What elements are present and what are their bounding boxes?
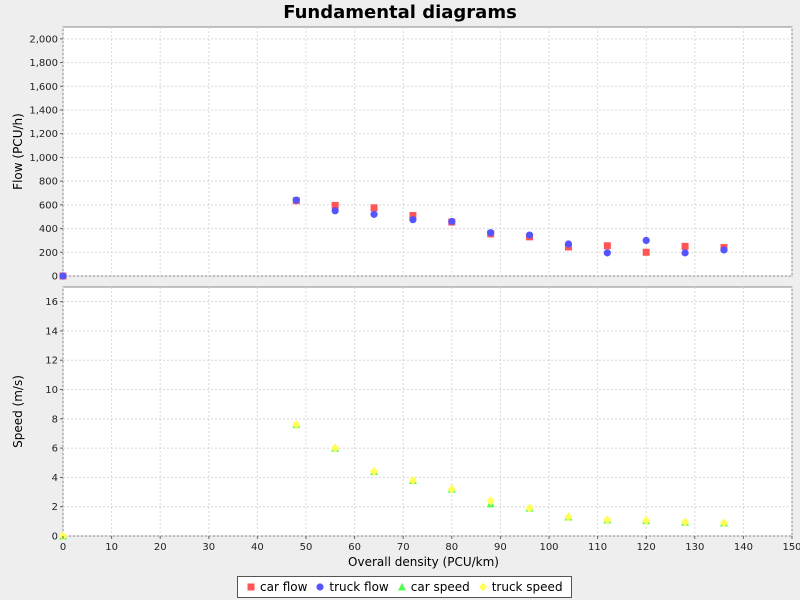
y-axis-label: Flow (PCU/h) xyxy=(11,113,25,190)
data-point xyxy=(681,517,690,527)
y-tick-label: 12 xyxy=(45,356,58,367)
legend-marker xyxy=(397,582,406,591)
legend-item-truck-speed: truck speed xyxy=(478,580,563,594)
data-point xyxy=(642,248,650,256)
data-point xyxy=(525,231,534,239)
data-point xyxy=(603,242,611,250)
legend-marker xyxy=(316,583,325,591)
legend-label: truck flow xyxy=(329,580,389,594)
x-tick-label: 60 xyxy=(348,542,361,553)
x-tick-label: 90 xyxy=(494,542,507,553)
legend-item-car-flow: car flow xyxy=(246,580,307,594)
y-tick-label: 1,400 xyxy=(29,106,58,117)
y-tick-label: 2 xyxy=(52,502,58,513)
x-axis-label: Overall density (PCU/km) xyxy=(348,555,499,569)
plot-background xyxy=(62,286,793,537)
legend-marker-shape xyxy=(247,583,255,591)
x-tick-label: 30 xyxy=(202,542,215,553)
data-point xyxy=(331,201,339,209)
data-point xyxy=(331,207,339,215)
data-point xyxy=(486,496,495,506)
y-tick-label: 8 xyxy=(52,414,58,425)
data-point xyxy=(603,515,612,525)
y-tick-label: 14 xyxy=(45,326,58,337)
x-tick-label: 120 xyxy=(637,542,656,553)
legend-marker-shape xyxy=(478,582,487,592)
legend-label: truck speed xyxy=(491,580,563,594)
x-tick-label: 80 xyxy=(445,542,458,553)
legend-marker xyxy=(247,583,255,591)
data-point xyxy=(370,467,379,477)
x-tick-label: 40 xyxy=(251,542,264,553)
data-point xyxy=(525,503,534,513)
x-tick-label: 70 xyxy=(397,542,410,553)
data-point xyxy=(603,249,611,257)
legend-label: car flow xyxy=(260,580,308,594)
y-axis-label: Speed (m/s) xyxy=(11,375,25,448)
x-tick-label: 150 xyxy=(782,542,800,553)
x-tick-label: 0 xyxy=(60,542,66,553)
data-point xyxy=(564,240,573,248)
x-tick-label: 20 xyxy=(154,542,167,553)
y-tick-label: 10 xyxy=(45,385,58,396)
x-tick-label: 100 xyxy=(539,542,558,553)
data-point xyxy=(409,216,417,224)
data-point xyxy=(331,443,340,453)
y-tick-label: 200 xyxy=(39,248,58,259)
y-tick-label: 1,800 xyxy=(29,58,58,69)
data-point xyxy=(370,204,378,212)
subplot-1: 0 200 400 600 800 1,000 1,200 1,400 1,600 1,800 2,… xyxy=(11,26,793,283)
data-point xyxy=(447,484,456,494)
data-point xyxy=(719,518,728,528)
data-point xyxy=(681,242,689,250)
y-tick-label: 0 xyxy=(52,272,58,283)
data-point xyxy=(408,475,417,485)
y-tick-label: 800 xyxy=(39,177,58,188)
data-point xyxy=(292,196,300,204)
legend-item-truck-flow: truck flow xyxy=(315,580,389,594)
data-point xyxy=(487,229,495,237)
data-point xyxy=(409,212,417,220)
y-tick-label: 16 xyxy=(45,297,58,308)
y-tick-label: 400 xyxy=(39,224,58,235)
data-point xyxy=(448,217,456,226)
data-point xyxy=(642,236,650,245)
legend-item-car-speed: car speed xyxy=(397,580,470,594)
y-tick-label: 4 xyxy=(52,473,58,484)
x-tick-label: 50 xyxy=(300,542,313,553)
data-point xyxy=(720,246,728,254)
data-point xyxy=(642,516,651,526)
data-point xyxy=(681,249,689,257)
y-tick-label: 1,000 xyxy=(29,153,58,164)
data-point xyxy=(59,272,67,280)
y-tick-label: 1,200 xyxy=(29,129,58,140)
series-truck-flow xyxy=(59,196,728,280)
x-tick-label: 130 xyxy=(685,542,704,553)
plot-background xyxy=(62,26,793,277)
y-tick-label: 6 xyxy=(52,444,58,455)
legend-marker-shape xyxy=(397,582,406,591)
y-tick-label: 0 xyxy=(52,532,58,543)
legend-marker-shape xyxy=(316,583,325,591)
data-point xyxy=(370,210,378,218)
x-tick-label: 110 xyxy=(588,542,607,553)
chart-title: Fundamental diagrams xyxy=(283,2,517,23)
y-tick-label: 2,000 xyxy=(29,34,58,45)
x-tick-label: 140 xyxy=(734,542,753,553)
y-tick-label: 600 xyxy=(39,200,58,211)
chart-area: 02004006008001,0001,2001,4001,6001,8002,… xyxy=(11,26,800,569)
legend-marker xyxy=(478,582,487,592)
y-tick-label: 1,600 xyxy=(29,82,58,93)
legend-label: car speed xyxy=(410,580,470,594)
data-point xyxy=(292,420,301,430)
data-point xyxy=(564,512,573,522)
series-truck-speed xyxy=(59,420,728,541)
subplot-2: 0 2 4 6 8 10 12 14 16 Speed (m/s) xyxy=(11,286,793,543)
x-axis: 0 10 20 30 40 50 60 70 80 90 100 110 120 130 140 150 Ove… xyxy=(60,536,800,569)
x-tick-label: 10 xyxy=(105,542,118,553)
legend: car flow truck flow car speed truck speed xyxy=(237,576,572,598)
